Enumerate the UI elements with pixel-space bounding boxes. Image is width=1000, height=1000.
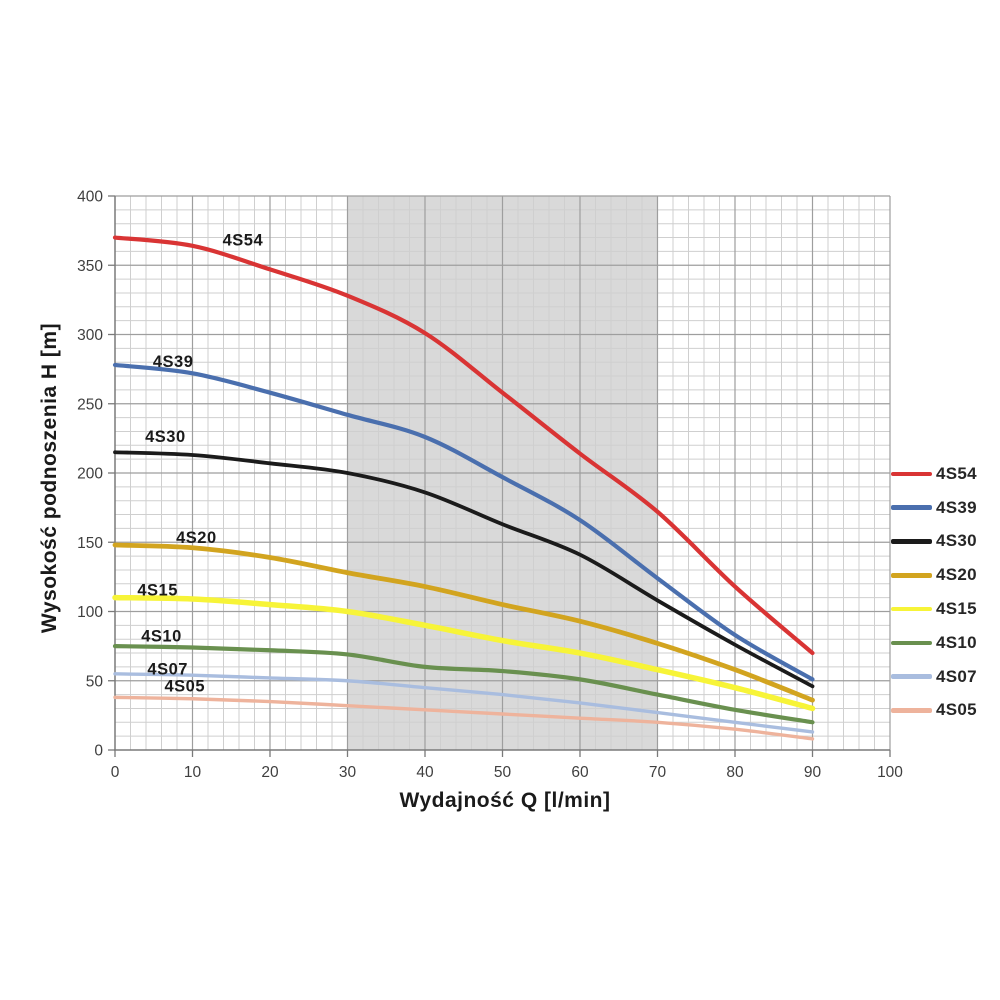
legend-label-4S07: 4S07 (936, 666, 977, 686)
x-tick-label-80: 80 (726, 764, 744, 781)
legend-item-4S07: 4S07 (891, 660, 977, 694)
y-tick-label-150: 150 (77, 535, 103, 552)
curve-4S15 (112, 594, 816, 712)
y-tick-label-250: 250 (77, 396, 103, 413)
x-tick-label-0: 0 (111, 764, 120, 781)
legend: 4S54 4S39 4S30 4S20 4S15 4S10 4S07 4S05 (891, 457, 977, 727)
legend-label-4S20: 4S20 (936, 565, 977, 585)
legend-item-4S15: 4S15 (891, 592, 977, 626)
legend-item-4S30: 4S30 (891, 525, 977, 559)
curve-4S10 (112, 644, 815, 725)
legend-label-4S54: 4S54 (936, 463, 977, 483)
legend-label-4S10: 4S10 (936, 632, 977, 652)
legend-swatch-4S30 (891, 539, 932, 544)
x-tick-label-50: 50 (494, 764, 512, 781)
legend-label-4S05: 4S05 (936, 700, 977, 720)
legend-swatch-4S39 (891, 505, 932, 510)
legend-swatch-4S05 (891, 708, 932, 713)
curve-label-4S30: 4S30 (145, 428, 186, 446)
curve-label-4S07: 4S07 (147, 661, 188, 679)
y-tick-label-0: 0 (94, 743, 103, 760)
legend-swatch-4S54 (891, 471, 932, 477)
legend-label-4S15: 4S15 (936, 599, 977, 619)
y-axis-title: Wysokość podnoszenia H [m] (38, 322, 61, 634)
y-tick-label-300: 300 (77, 327, 103, 344)
x-axis-title: Wydajność Q [l/min] (399, 789, 611, 812)
x-tick-label-20: 20 (261, 764, 279, 781)
x-tick-label-90: 90 (804, 764, 822, 781)
curve-label-4S20: 4S20 (176, 529, 217, 547)
curve-4S07 (113, 672, 815, 734)
curve-label-4S05: 4S05 (164, 677, 205, 695)
legend-swatch-4S10 (891, 640, 932, 646)
legend-label-4S30: 4S30 (936, 531, 977, 551)
legend-item-4S54: 4S54 (891, 457, 977, 491)
y-tick-label-400: 400 (77, 189, 103, 206)
curve-label-4S39: 4S39 (153, 353, 194, 371)
curve-label-4S54: 4S54 (223, 231, 264, 249)
legend-item-4S05: 4S05 (891, 694, 977, 728)
legend-item-4S39: 4S39 (891, 491, 977, 525)
y-tick-label-50: 50 (86, 673, 104, 690)
legend-swatch-4S07 (891, 674, 932, 679)
legend-item-4S20: 4S20 (891, 558, 977, 592)
x-tick-label-60: 60 (571, 764, 589, 781)
y-tick-label-200: 200 (77, 466, 103, 483)
legend-swatch-4S15 (891, 606, 932, 612)
y-tick-label-100: 100 (77, 604, 103, 621)
x-tick-label-70: 70 (649, 764, 667, 781)
y-tick-label-350: 350 (77, 258, 103, 275)
legend-swatch-4S20 (891, 573, 932, 578)
curve-4S05 (113, 695, 815, 741)
curve-label-4S15: 4S15 (137, 582, 178, 600)
curve-4S20 (112, 542, 815, 703)
curve-4S30 (113, 450, 815, 689)
x-tick-label-10: 10 (184, 764, 202, 781)
legend-item-4S10: 4S10 (891, 626, 977, 660)
legend-label-4S39: 4S39 (936, 497, 977, 517)
x-tick-label-100: 100 (877, 764, 903, 781)
curve-label-4S10: 4S10 (141, 627, 182, 645)
curve-4S54 (112, 235, 815, 656)
x-tick-label-40: 40 (416, 764, 434, 781)
curve-4S39 (112, 362, 815, 682)
x-tick-label-30: 30 (339, 764, 357, 781)
